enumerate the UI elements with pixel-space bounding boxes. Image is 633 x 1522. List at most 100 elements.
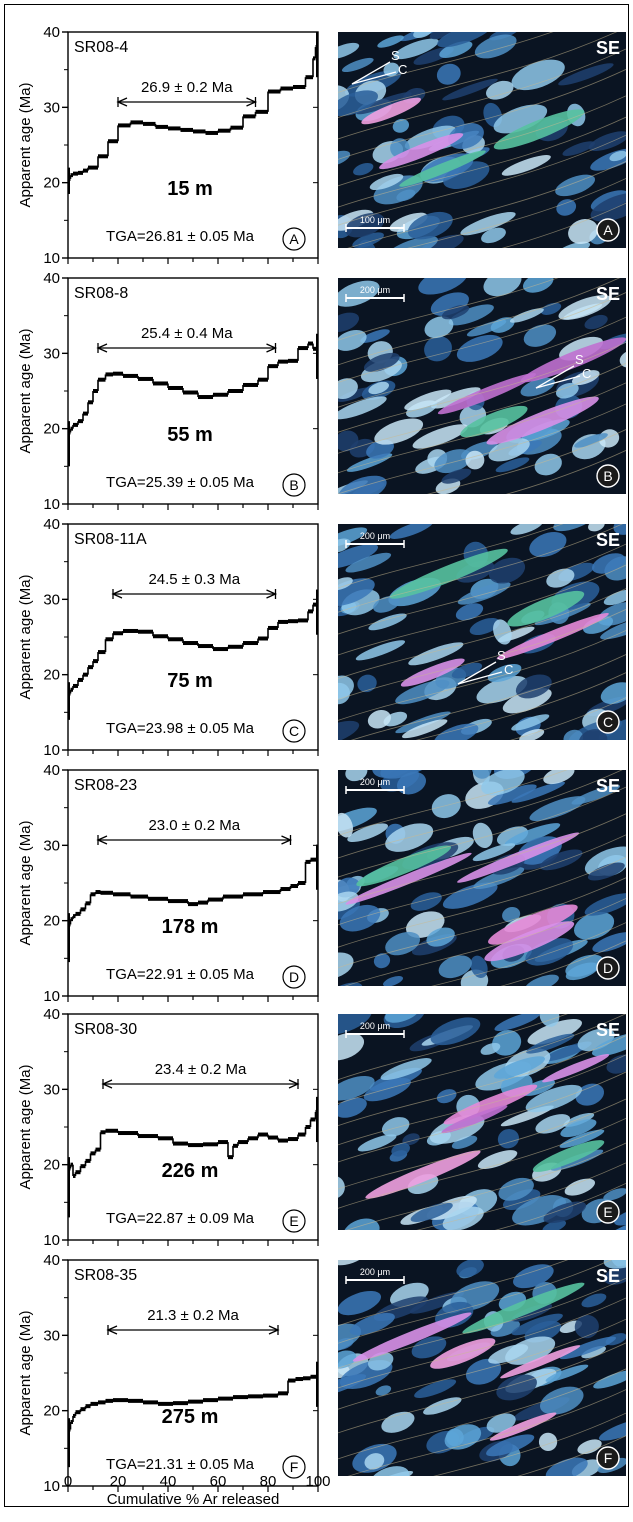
photo-letter-circle [596, 1446, 620, 1470]
quartz-grain [338, 891, 359, 912]
foliation-band [338, 786, 626, 878]
foliation-band [338, 877, 626, 969]
quartz-grain [558, 63, 614, 86]
foliation-band [338, 1117, 626, 1209]
quartz-grain [498, 1177, 534, 1201]
tga-label: TGA=21.31 ± 0.05 Ma [106, 1456, 255, 1473]
plot-frame [67, 31, 319, 259]
step [298, 618, 308, 623]
quartz-grain [527, 1019, 582, 1045]
y-tick-label: 30 [43, 99, 60, 116]
step [95, 890, 101, 895]
step [158, 1401, 173, 1406]
step [308, 341, 313, 346]
quartz-grain [338, 952, 354, 979]
quartz-grain [469, 617, 500, 636]
mica-fish [507, 590, 585, 627]
mica-fish [389, 548, 508, 599]
quartz-grain [588, 524, 605, 532]
quartz-grain [383, 62, 400, 77]
step [78, 170, 83, 175]
step [223, 894, 243, 899]
foliation-band [347, 161, 626, 248]
quartz-grain [521, 419, 570, 442]
foliation-c-label: C [504, 662, 513, 677]
y-axis-label: Apparent age (Ma) [17, 328, 34, 453]
step [310, 1117, 316, 1122]
quartz-grain [529, 531, 567, 558]
quartz-grain [581, 1293, 607, 1308]
step [183, 390, 198, 395]
y-tick-label: 40 [43, 1006, 60, 1023]
quartz-grain [444, 1424, 482, 1450]
orientation-label: SE [596, 1266, 620, 1286]
step [113, 1398, 128, 1403]
quartz-grain [367, 709, 391, 729]
quartz-grain [358, 239, 377, 248]
y-tick-label: 20 [43, 1403, 60, 1420]
foliation-band [510, 697, 626, 740]
quartz-grain [346, 453, 393, 472]
quartz-grain [338, 1014, 372, 1035]
quartz-grain [338, 329, 367, 351]
step [313, 346, 318, 351]
step [278, 619, 288, 624]
step [243, 892, 263, 897]
step [70, 687, 73, 692]
photo-letter-circle [596, 956, 620, 980]
foliation-band [416, 1162, 626, 1230]
quartz-grain [418, 278, 468, 295]
step [153, 381, 168, 386]
step [73, 422, 78, 427]
depth-label: 226 m [162, 1160, 219, 1182]
quartz-grain [588, 131, 626, 151]
foliation-band [338, 316, 626, 408]
step [78, 677, 83, 682]
quartz-grain [486, 80, 514, 100]
photomicrograph: SE 200 μm D [338, 770, 626, 986]
quartz-grain [603, 1260, 626, 1269]
quartz-grain [411, 1336, 447, 1359]
quartz-grain [563, 729, 584, 740]
quartz-grain [511, 781, 566, 803]
mica-fish [437, 373, 537, 415]
quartz-grain [472, 843, 516, 862]
plot-frame [67, 1013, 319, 1241]
foliation-band [415, 672, 626, 740]
quartz-grain [338, 812, 353, 838]
quartz-grain [600, 616, 626, 640]
foliation-band [338, 48, 626, 140]
step [148, 896, 168, 901]
quartz-grain [338, 150, 351, 167]
quartz-grain [338, 720, 360, 740]
quartz-grain [381, 1411, 415, 1433]
foliation-band [338, 834, 626, 926]
step [73, 1173, 76, 1178]
step [100, 1130, 106, 1135]
quartz-grain [338, 1290, 382, 1316]
quartz-grain [603, 1188, 626, 1201]
y-axis-label: Apparent age (Ma) [17, 574, 34, 699]
plateau-age-label: 26.9 ± 0.2 Ma [141, 79, 233, 96]
step [73, 683, 78, 688]
mica-fish [457, 832, 580, 883]
quartz-grain [430, 1017, 481, 1046]
step [313, 602, 318, 607]
step [173, 1401, 188, 1406]
foliation-band [338, 1014, 568, 1080]
quartz-grain [396, 189, 416, 202]
foliation-band [338, 1098, 626, 1190]
y-tick-label: 40 [43, 270, 60, 287]
x-tick-label: 80 [260, 1473, 277, 1490]
quartz-grain [558, 295, 612, 320]
quartz-grain [360, 329, 390, 343]
quartz-grain [614, 1208, 626, 1226]
quartz-grain [456, 1260, 484, 1278]
step [93, 389, 98, 393]
step [188, 1143, 203, 1148]
step [228, 1155, 233, 1160]
x-tick-label: 40 [160, 1473, 177, 1490]
step [238, 1140, 248, 1145]
quartz-grain [338, 544, 379, 569]
age-spectrum-chart: Apparent age (Ma) 10 20 30 40 26.9 ± 0.2 Ma SR… [17, 24, 319, 267]
